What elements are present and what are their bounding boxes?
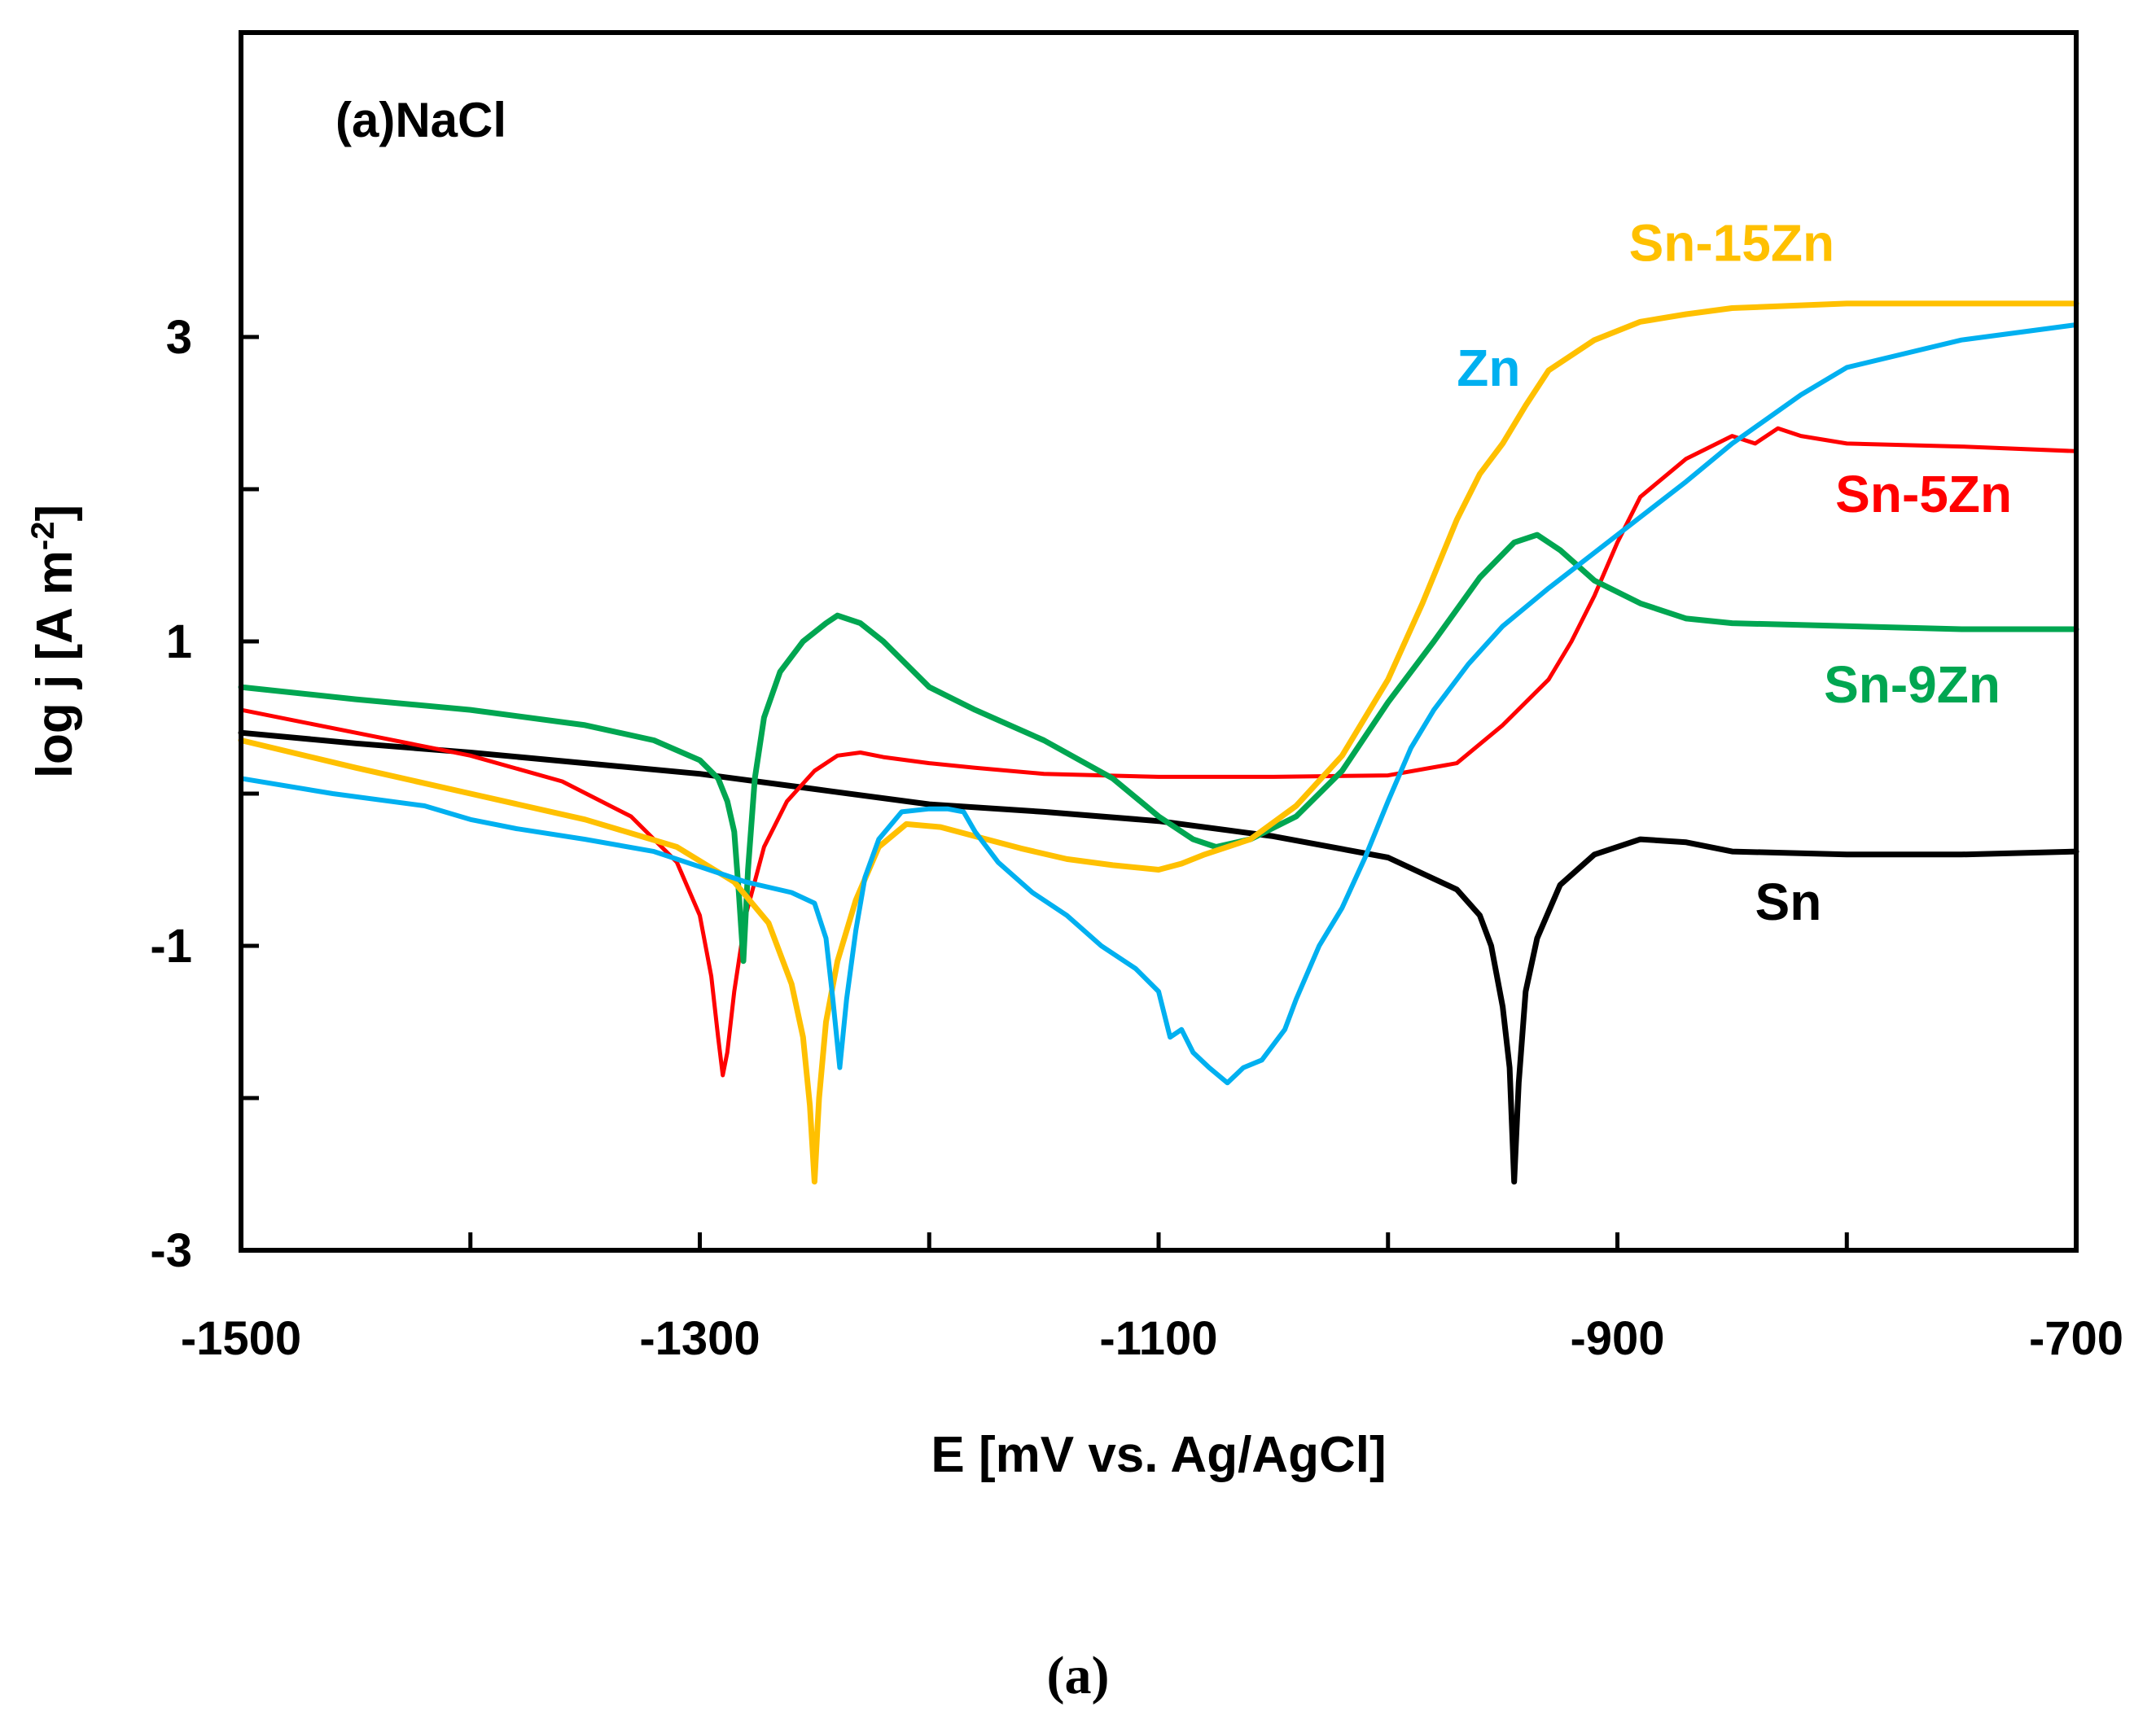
series-labels: Sn Sn-5Zn Sn-9Zn Sn-15Zn Zn xyxy=(1457,214,2012,932)
y-tick-label: -1 xyxy=(150,920,192,973)
series-label-sn-15zn: Sn-15Zn xyxy=(1629,214,1834,273)
x-axis-title: E [mV vs. Ag/AgCl] xyxy=(931,1427,1386,1483)
y-tick-label: 1 xyxy=(166,615,192,668)
plot-area xyxy=(241,33,2076,1250)
x-tick-label: -1500 xyxy=(181,1312,301,1365)
data-curves xyxy=(238,300,2079,1185)
y-axis-title-end: ] xyxy=(27,505,83,522)
series-line-zn xyxy=(239,322,2079,1086)
x-axis-ticks: -1500 -1300 -1100 -900 -700 xyxy=(181,1232,2123,1365)
series-label-sn-5zn: Sn-5Zn xyxy=(1835,465,2012,523)
series-label-sn-9zn: Sn-9Zn xyxy=(1824,655,2000,714)
series-label-sn: Sn xyxy=(1755,873,1822,931)
series-line-sn-5zn xyxy=(239,426,2079,1078)
y-tick-label: 3 xyxy=(166,311,192,364)
series-line-sn-15zn xyxy=(238,300,2079,1185)
x-tick-label: -1100 xyxy=(1099,1312,1217,1365)
x-tick-label: -700 xyxy=(2029,1312,2123,1365)
y-axis-ticks: -3 -1 1 3 xyxy=(150,311,259,1277)
y-tick-label: -3 xyxy=(150,1224,192,1277)
x-tick-label: -1300 xyxy=(639,1312,760,1365)
series-line-sn-9zn xyxy=(238,532,2079,965)
x-tick-label: -900 xyxy=(1570,1312,1664,1365)
y-axis-title: log j [A m-2] xyxy=(25,505,83,778)
y-axis-title-superscript: -2 xyxy=(25,521,61,550)
panel-title: (a)NaCl xyxy=(335,93,506,147)
figure-caption: (a) xyxy=(1047,1646,1110,1705)
series-label-zn: Zn xyxy=(1457,339,1520,397)
y-axis-title-main: log j [A m xyxy=(27,550,83,778)
